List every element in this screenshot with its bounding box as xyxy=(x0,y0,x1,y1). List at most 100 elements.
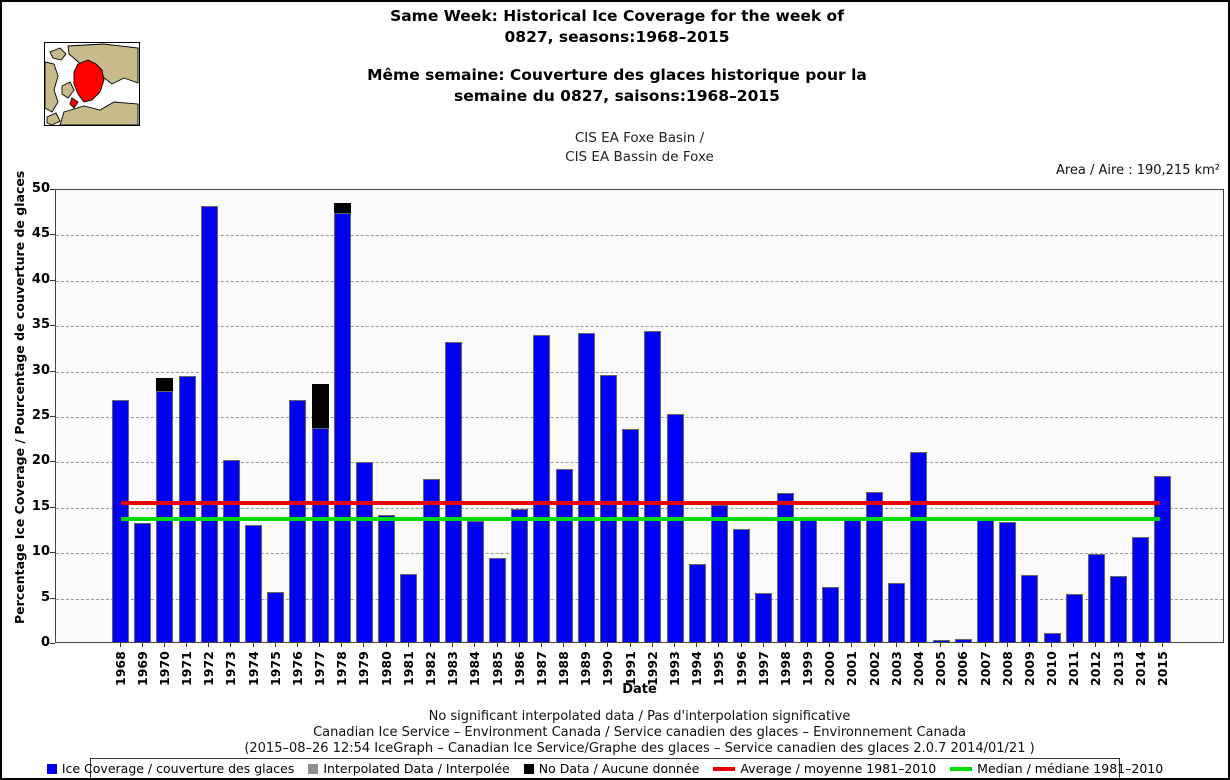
region-map-inset xyxy=(44,42,140,126)
bar-1971 xyxy=(178,375,196,642)
average-line xyxy=(121,501,1160,506)
y-tick-label-5: 5 xyxy=(40,589,50,605)
x-year-label-2009: 2009 xyxy=(1021,651,1037,686)
y-tick-label-25: 25 xyxy=(31,408,50,423)
bar-2000 xyxy=(821,586,839,642)
y-tick-mark-20 xyxy=(50,461,55,463)
bar-1974 xyxy=(245,524,263,642)
x-tick-mark-1980 xyxy=(385,643,387,647)
bar-1994 xyxy=(688,563,706,642)
x-year-label-1984: 1984 xyxy=(467,651,483,686)
x-tick-mark-1971 xyxy=(186,643,188,647)
x-year-label-1990: 1990 xyxy=(600,651,616,686)
x-year-label-1991: 1991 xyxy=(622,651,638,686)
legend-item-label: Ice Coverage / couverture des glaces xyxy=(61,761,295,776)
bar-2003 xyxy=(888,582,906,642)
x-year-label-1975: 1975 xyxy=(267,651,283,686)
bar-1979 xyxy=(355,462,373,642)
x-year-label-2006: 2006 xyxy=(955,651,971,686)
x-year-label-2001: 2001 xyxy=(844,651,860,686)
x-tick-mark-1975 xyxy=(274,643,276,647)
x-tick-mark-1994 xyxy=(696,643,698,647)
x-year-label-1968: 1968 xyxy=(112,651,128,686)
y-tick-label-20: 20 xyxy=(31,453,50,469)
y-tick-mark-30 xyxy=(50,370,55,372)
x-year-label-1979: 1979 xyxy=(356,651,372,686)
x-tick-mark-1986 xyxy=(518,643,520,647)
legend-item-0: Ice Coverage / couverture des glaces xyxy=(46,761,295,776)
x-year-label-1982: 1982 xyxy=(423,651,439,686)
bar-1988 xyxy=(555,469,573,642)
x-tick-mark-1979 xyxy=(363,643,365,647)
bar-2012 xyxy=(1087,553,1105,642)
x-year-label-1985: 1985 xyxy=(489,651,505,686)
y-tick-label-50: 50 xyxy=(31,181,50,196)
x-tick-mark-1991 xyxy=(629,643,631,647)
x-year-label-1969: 1969 xyxy=(134,651,150,686)
x-year-label-2015: 2015 xyxy=(1154,651,1170,686)
region-subtitle-line2: CIS EA Bassin de Foxe xyxy=(565,149,714,165)
x-year-label-1989: 1989 xyxy=(578,651,594,686)
x-tick-mark-1974 xyxy=(252,643,254,647)
x-year-label-1983: 1983 xyxy=(445,651,461,686)
x-tick-mark-1987 xyxy=(540,643,542,647)
legend-item-4: Median / médiane 1981–2010 xyxy=(950,761,1163,776)
x-year-label-2007: 2007 xyxy=(977,651,993,686)
x-tick-mark-2015 xyxy=(1161,643,1163,647)
x-year-label-1978: 1978 xyxy=(334,651,350,686)
bar-1977 xyxy=(311,427,329,642)
bar-1999 xyxy=(799,520,817,642)
y-tick-label-10: 10 xyxy=(31,544,50,560)
gridline-10 xyxy=(56,553,1223,555)
legend-item-label: Median / médiane 1981–2010 xyxy=(977,761,1164,776)
gridline-45 xyxy=(56,235,1223,237)
y-tick-mark-45 xyxy=(50,234,55,236)
x-axis-title: Date xyxy=(622,682,657,697)
x-year-label-2004: 2004 xyxy=(910,651,926,686)
footer-note: No significant interpolated data / Pas d… xyxy=(428,709,851,724)
x-year-label-1971: 1971 xyxy=(179,651,195,686)
x-tick-mark-1977 xyxy=(319,643,321,647)
x-year-label-1986: 1986 xyxy=(511,651,527,686)
bar-1987 xyxy=(533,335,551,642)
x-tick-mark-1993 xyxy=(674,643,675,647)
x-tick-mark-2006 xyxy=(962,643,964,647)
x-tick-mark-1976 xyxy=(296,643,298,647)
x-tick-mark-1989 xyxy=(585,643,587,647)
x-tick-mark-1970 xyxy=(163,643,165,647)
x-tick-mark-2002 xyxy=(873,643,875,647)
legend-item-label: Interpolated Data / Interpolée xyxy=(323,761,510,776)
bar-1968 xyxy=(112,399,129,642)
footer-timestamp: (2015–08–26 12:54 IceGraph – Canadian Ic… xyxy=(244,741,1035,756)
y-tick-label-45: 45 xyxy=(31,226,50,242)
area-label: Area / Aire : 190,215 km² xyxy=(1055,163,1220,178)
bar-1980 xyxy=(378,514,396,642)
chart-title-french: Même semaine: Couverture des glaces hist… xyxy=(2,65,1228,107)
legend-swatch-line-icon xyxy=(713,766,736,771)
x-year-label-1976: 1976 xyxy=(289,651,305,686)
bar-2014 xyxy=(1132,536,1150,642)
x-year-label-2012: 2012 xyxy=(1088,651,1104,686)
x-year-label-2013: 2013 xyxy=(1110,651,1126,686)
y-tick-mark-5 xyxy=(50,597,55,599)
map-highlight-region xyxy=(69,59,105,109)
x-year-label-2002: 2002 xyxy=(866,651,882,686)
x-year-label-2005: 2005 xyxy=(933,651,949,686)
x-tick-mark-1969 xyxy=(141,643,143,647)
x-tick-mark-2011 xyxy=(1073,643,1075,647)
nodata-segment-1978 xyxy=(333,203,351,214)
x-year-label-1981: 1981 xyxy=(400,651,416,686)
x-year-label-1996: 1996 xyxy=(733,651,749,686)
x-tick-mark-1999 xyxy=(807,643,809,647)
bar-2006 xyxy=(954,639,972,642)
x-tick-mark-2004 xyxy=(917,643,919,647)
bar-1995 xyxy=(710,504,728,642)
bar-1973 xyxy=(222,460,240,642)
x-tick-mark-2001 xyxy=(851,643,853,647)
y-tick-label-0: 0 xyxy=(40,635,50,650)
bar-1986 xyxy=(511,508,529,642)
bar-2013 xyxy=(1110,575,1128,642)
x-year-label-1994: 1994 xyxy=(689,651,705,686)
title-fr-line2: semaine du 0827, saisons:1968–2015 xyxy=(454,87,780,105)
y-tick-mark-0 xyxy=(50,643,55,644)
